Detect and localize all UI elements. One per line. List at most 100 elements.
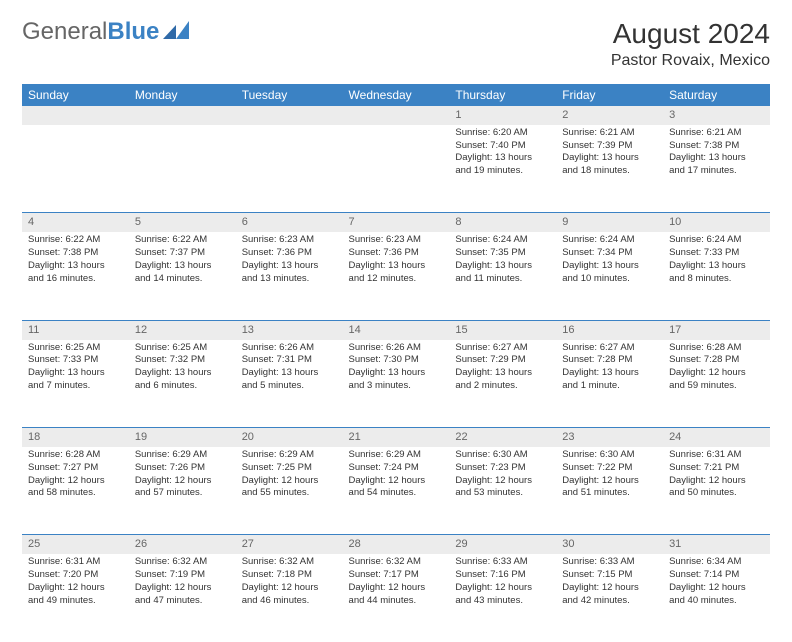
day-details: Sunrise: 6:23 AMSunset: 7:36 PMDaylight:…: [343, 232, 450, 320]
sunset-line: Sunset: 7:32 PM: [135, 354, 230, 367]
daylight-line: Daylight: 12 hours and 51 minutes.: [562, 475, 657, 501]
sunrise-line: Sunrise: 6:28 AM: [669, 342, 764, 355]
day-number: 5: [129, 213, 236, 232]
sunset-line: Sunset: 7:33 PM: [28, 354, 123, 367]
day-number: 28: [343, 535, 450, 554]
day-details: Sunrise: 6:24 AMSunset: 7:34 PMDaylight:…: [556, 232, 663, 320]
daylight-line: Daylight: 13 hours and 13 minutes.: [242, 260, 337, 286]
sunset-line: Sunset: 7:15 PM: [562, 569, 657, 582]
daylight-line: Daylight: 13 hours and 18 minutes.: [562, 152, 657, 178]
sunset-line: Sunset: 7:18 PM: [242, 569, 337, 582]
daylight-line: Daylight: 12 hours and 59 minutes.: [669, 367, 764, 393]
daylight-line: Daylight: 12 hours and 50 minutes.: [669, 475, 764, 501]
daylight-line: Daylight: 13 hours and 12 minutes.: [349, 260, 444, 286]
sunset-line: Sunset: 7:30 PM: [349, 354, 444, 367]
sunrise-line: Sunrise: 6:27 AM: [562, 342, 657, 355]
brand-first: General: [22, 18, 107, 46]
day-number: 4: [22, 213, 129, 232]
sunrise-line: Sunrise: 6:23 AM: [349, 234, 444, 247]
daylight-line: Daylight: 13 hours and 5 minutes.: [242, 367, 337, 393]
daylight-line: Daylight: 13 hours and 6 minutes.: [135, 367, 230, 393]
day-number: 3: [663, 106, 770, 125]
day-details: Sunrise: 6:22 AMSunset: 7:38 PMDaylight:…: [22, 232, 129, 320]
sunrise-line: Sunrise: 6:32 AM: [242, 556, 337, 569]
day-number: 26: [129, 535, 236, 554]
sunset-line: Sunset: 7:16 PM: [455, 569, 550, 582]
sunset-line: Sunset: 7:26 PM: [135, 462, 230, 475]
month-title: August 2024: [611, 18, 770, 50]
sunrise-line: Sunrise: 6:26 AM: [242, 342, 337, 355]
day-details: Sunrise: 6:30 AMSunset: 7:23 PMDaylight:…: [449, 447, 556, 535]
day-number: 23: [556, 428, 663, 447]
sunrise-line: Sunrise: 6:28 AM: [28, 449, 123, 462]
day-number: [343, 106, 450, 125]
sunrise-line: Sunrise: 6:22 AM: [135, 234, 230, 247]
day-number: 18: [22, 428, 129, 447]
day-number: [129, 106, 236, 125]
day-number: 20: [236, 428, 343, 447]
daylight-line: Daylight: 13 hours and 3 minutes.: [349, 367, 444, 393]
details-row: Sunrise: 6:25 AMSunset: 7:33 PM Daylight:…: [22, 340, 770, 428]
day-details: Sunrise: 6:26 AMSunset: 7:30 PMDaylight:…: [343, 340, 450, 428]
sunrise-line: Sunrise: 6:30 AM: [562, 449, 657, 462]
day-number: 12: [129, 320, 236, 339]
sunrise-line: Sunrise: 6:27 AM: [455, 342, 550, 355]
weekday-header: Sunday: [22, 84, 129, 106]
sunset-line: Sunset: 7:21 PM: [669, 462, 764, 475]
daylight-line: Daylight: 13 hours and 16 minutes.: [28, 260, 123, 286]
day-details: Sunrise: 6:27 AMSunset: 7:28 PMDaylight:…: [556, 340, 663, 428]
day-details: Sunrise: 6:32 AMSunset: 7:19 PMDaylight:…: [129, 554, 236, 642]
details-row: Sunrise: 6:28 AMSunset: 7:27 PMDaylight:…: [22, 447, 770, 535]
sunrise-line: Sunrise: 6:24 AM: [562, 234, 657, 247]
day-number: 14: [343, 320, 450, 339]
sunrise-line: Sunrise: 6:23 AM: [242, 234, 337, 247]
day-details: Sunrise: 6:27 AMSunset: 7:29 PMDaylight:…: [449, 340, 556, 428]
day-number: 22: [449, 428, 556, 447]
day-details: Sunrise: 6:24 AMSunset: 7:33 PMDaylight:…: [663, 232, 770, 320]
day-details: [236, 125, 343, 213]
day-details: [343, 125, 450, 213]
sunset-line: Sunset: 7:22 PM: [562, 462, 657, 475]
daylight-line: Daylight: 12 hours and 58 minutes.: [28, 475, 123, 501]
day-details: Sunrise: 6:29 AMSunset: 7:24 PMDaylight:…: [343, 447, 450, 535]
calendar-table: SundayMondayTuesdayWednesdayThursdayFrid…: [22, 84, 770, 642]
day-number: 19: [129, 428, 236, 447]
weekday-header: Thursday: [449, 84, 556, 106]
day-number: 27: [236, 535, 343, 554]
daylight-line: Daylight: 13 hours and 1 minute.: [562, 367, 657, 393]
daynum-row: 11121314151617: [22, 320, 770, 339]
day-details: Sunrise: 6:31 AMSunset: 7:21 PMDaylight:…: [663, 447, 770, 535]
daylight-line: Daylight: 13 hours and 19 minutes.: [455, 152, 550, 178]
daylight-line: Daylight: 12 hours and 57 minutes.: [135, 475, 230, 501]
daylight-line: Daylight: 12 hours and 54 minutes.: [349, 475, 444, 501]
weekday-header: Wednesday: [343, 84, 450, 106]
sunrise-line: Sunrise: 6:25 AM: [28, 342, 123, 355]
day-details: [22, 125, 129, 213]
sunrise-line: Sunrise: 6:34 AM: [669, 556, 764, 569]
daylight-line: Daylight: 12 hours and 47 minutes.: [135, 582, 230, 608]
daylight-line: Daylight: 12 hours and 43 minutes.: [455, 582, 550, 608]
logo-mark-icon: [163, 18, 189, 46]
daylight-line: Daylight: 13 hours and 2 minutes.: [455, 367, 550, 393]
sunrise-line: Sunrise: 6:20 AM: [455, 127, 550, 140]
day-details: Sunrise: 6:26 AMSunset: 7:31 PMDaylight:…: [236, 340, 343, 428]
daylight-line: Daylight: 13 hours and 10 minutes.: [562, 260, 657, 286]
weekday-header: Monday: [129, 84, 236, 106]
weekday-header: Saturday: [663, 84, 770, 106]
daylight-line: Daylight: 12 hours and 44 minutes.: [349, 582, 444, 608]
sunrise-line: Sunrise: 6:33 AM: [455, 556, 550, 569]
day-details: Sunrise: 6:28 AMSunset: 7:28 PMDaylight:…: [663, 340, 770, 428]
location: Pastor Rovaix, Mexico: [611, 52, 770, 70]
day-number: 9: [556, 213, 663, 232]
day-number: 25: [22, 535, 129, 554]
day-details: Sunrise: 6:33 AMSunset: 7:16 PMDaylight:…: [449, 554, 556, 642]
sunrise-line: Sunrise: 6:29 AM: [242, 449, 337, 462]
sunrise-line: Sunrise: 6:21 AM: [669, 127, 764, 140]
day-number: 6: [236, 213, 343, 232]
brand-second: Blue: [107, 18, 159, 46]
sunset-line: Sunset: 7:20 PM: [28, 569, 123, 582]
day-details: Sunrise: 6:23 AMSunset: 7:36 PMDaylight:…: [236, 232, 343, 320]
sunrise-line: Sunrise: 6:21 AM: [562, 127, 657, 140]
daynum-row: 25262728293031: [22, 535, 770, 554]
sunset-line: Sunset: 7:39 PM: [562, 140, 657, 153]
